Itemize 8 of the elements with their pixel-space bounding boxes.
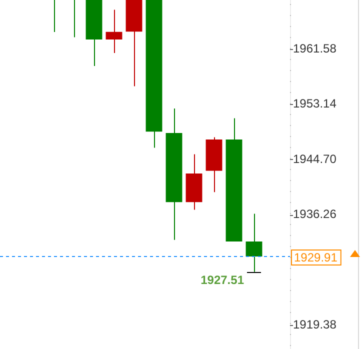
- ref-line-label: 1929.91: [294, 250, 338, 264]
- candlestick: [106, 9, 122, 54]
- y-tick-label: 1961.58: [293, 41, 337, 56]
- y-tick-label: 1919.38: [293, 317, 337, 332]
- y-tick-label: 1944.70: [293, 152, 337, 166]
- annotation: 1927.51: [200, 273, 244, 288]
- y-tick-label: 1936.26: [293, 206, 337, 221]
- y-tick-label: 1953.14: [293, 96, 337, 111]
